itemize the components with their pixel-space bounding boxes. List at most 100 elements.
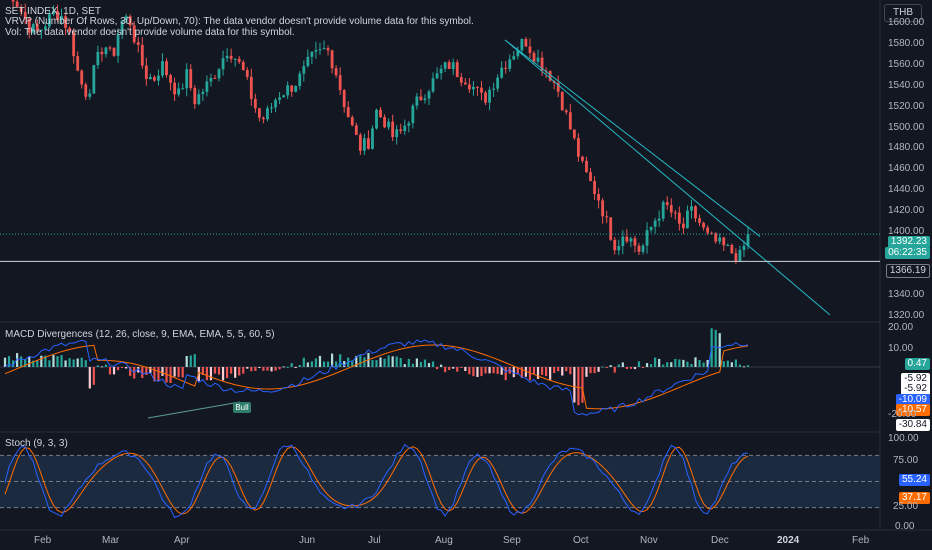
macd-histogram-bar <box>690 363 693 367</box>
macd-histogram-bar <box>363 357 366 367</box>
macd-histogram-bar <box>64 360 67 367</box>
candle-body <box>734 253 738 262</box>
macd-histogram-bar <box>629 367 632 369</box>
candle-body <box>625 236 629 242</box>
candle-body <box>492 88 496 90</box>
candle-body <box>730 244 734 254</box>
macd-histogram-bar <box>742 366 746 368</box>
price-tick: 1320.00 <box>888 309 925 321</box>
macd-histogram-bar <box>24 358 27 367</box>
price-tick: 1600.00 <box>888 17 925 28</box>
candle-body <box>112 47 116 56</box>
candle-body <box>161 61 164 76</box>
candle-body <box>262 117 265 120</box>
macd-histogram-bar <box>654 357 657 367</box>
macd-histogram-bar <box>294 367 297 368</box>
candle-body <box>714 233 718 242</box>
macd-histogram-bar <box>561 367 564 376</box>
candle-body <box>213 78 217 80</box>
macd-histogram-bar <box>431 361 435 367</box>
candle-body <box>354 125 358 135</box>
macd-histogram-bar <box>444 367 447 373</box>
candle-body <box>144 65 148 80</box>
candle-body <box>722 237 726 246</box>
candle-body <box>710 232 714 234</box>
macd-histogram-bar <box>714 329 717 367</box>
candle-body <box>290 85 294 92</box>
currency-button[interactable]: THB <box>884 4 922 22</box>
candle-body <box>48 14 51 27</box>
macd-histogram-bar <box>407 358 410 367</box>
candle-body <box>673 212 677 214</box>
candle-body <box>27 18 31 33</box>
macd-histogram-bar <box>278 367 281 370</box>
candle-body <box>415 96 419 106</box>
price-tick: 1420.00 <box>888 205 925 217</box>
time-tick: Dec <box>711 535 729 546</box>
macd-histogram-bar <box>371 360 374 367</box>
macd-histogram-bar <box>448 367 451 371</box>
time-tick: Aug <box>435 535 453 546</box>
candle-body <box>249 76 253 99</box>
price-tick: 1480.00 <box>888 142 925 154</box>
macd-histogram-bar <box>694 357 697 367</box>
macd-histogram-bar <box>565 367 568 372</box>
macd-histogram-bar <box>80 357 83 367</box>
macd-tick-mid: 10.00 <box>888 343 914 354</box>
macd-histogram-bar <box>314 358 318 367</box>
macd-histogram-bar <box>230 367 233 374</box>
macd-histogram-bar <box>637 361 641 367</box>
macd-histogram-bar <box>274 367 277 371</box>
macd-histogram-bar <box>88 367 91 389</box>
candle-body <box>536 57 540 62</box>
macd-histogram-bar <box>391 356 394 367</box>
candle-body <box>657 218 661 221</box>
macd-histogram-bar <box>76 358 79 367</box>
macd-histogram-bar <box>621 362 624 367</box>
candle-body <box>532 52 536 62</box>
macd-histogram-bar <box>121 367 124 368</box>
macd-histogram-bar <box>500 367 503 375</box>
macd-histogram-bar <box>16 353 19 367</box>
macd-histogram-bar <box>589 367 592 374</box>
candle-body <box>241 61 245 71</box>
macd-histogram-bar <box>153 367 156 382</box>
candle-body <box>439 68 443 74</box>
candle-body <box>395 129 399 138</box>
macd-histogram-bar <box>698 360 701 367</box>
macd-histogram-bar <box>96 365 99 367</box>
candle-body <box>278 97 281 100</box>
macd-histogram-bar <box>116 367 120 371</box>
macd-histogram-bar <box>355 355 358 367</box>
candle-body <box>455 62 459 78</box>
price-tick: 1520.00 <box>888 100 925 112</box>
macd-value-b-tag: -5.92 <box>901 383 930 395</box>
candle-body <box>476 86 479 88</box>
candle-body <box>467 84 471 90</box>
macd-hist-tag: 0.47 <box>904 358 930 370</box>
candle-body <box>500 67 504 78</box>
macd-histogram-bar <box>266 367 269 371</box>
candle-body <box>649 226 653 231</box>
candle-body <box>556 82 560 92</box>
macd-histogram-bar <box>347 357 350 367</box>
candle-body <box>177 88 181 95</box>
macd-histogram-bar <box>472 367 475 377</box>
candle-body <box>124 16 128 21</box>
macd-histogram-bar <box>399 358 402 367</box>
price-tick: 1560.00 <box>888 58 925 70</box>
macd-histogram-bar <box>11 360 15 367</box>
macd-histogram-bar <box>722 361 725 367</box>
macd-histogram-bar <box>435 367 439 370</box>
macd-histogram-bar <box>496 367 499 374</box>
macd-histogram-bar <box>48 360 51 367</box>
candle-body <box>197 94 201 105</box>
candle-body <box>403 125 407 132</box>
candle-body <box>257 108 261 118</box>
candle-body <box>169 75 172 83</box>
candle-body <box>173 82 176 95</box>
macd-legend: MACD Divergences (12, 26, close, 9, EMA,… <box>5 329 275 340</box>
macd-histogram-bar <box>520 367 523 379</box>
candle-body <box>266 108 269 120</box>
